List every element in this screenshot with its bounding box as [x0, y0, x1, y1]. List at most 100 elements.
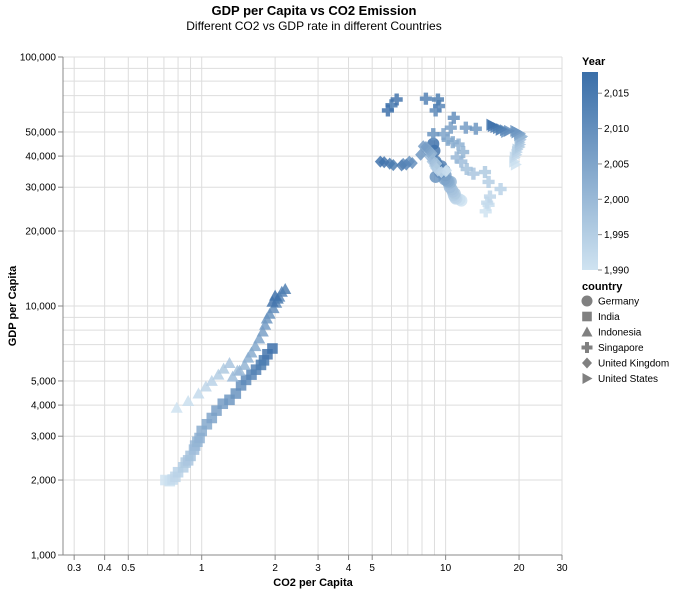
year-gradient-bar	[582, 72, 598, 270]
x-tick-label: 1	[199, 563, 205, 574]
x-tick-label: 0.5	[121, 563, 135, 574]
data-point-singapore	[450, 151, 463, 164]
x-tick-label: 30	[556, 563, 568, 574]
data-point-indonesia	[223, 357, 236, 369]
data-point-singapore	[433, 100, 446, 113]
data-point-singapore	[441, 133, 454, 146]
data-point-singapore	[429, 104, 442, 117]
data-points	[160, 92, 529, 487]
data-point-united-kingdom	[396, 159, 408, 172]
data-point-india	[217, 398, 229, 410]
data-point-singapore	[381, 104, 394, 117]
data-point-united-states	[510, 124, 522, 137]
y-tick-label: 2,000	[31, 476, 56, 487]
data-point-singapore	[431, 93, 444, 106]
data-point-indonesia	[238, 358, 251, 370]
x-tick-label: 10	[440, 563, 452, 574]
legend-label-singapore: Singapore	[598, 343, 644, 354]
legend-label-germany: Germany	[598, 297, 639, 308]
year-legend-tick-label: 2,015	[604, 89, 629, 100]
data-point-indonesia	[226, 370, 239, 382]
data-point-india	[235, 380, 247, 391]
data-point-india	[206, 412, 218, 424]
data-point-singapore	[459, 121, 472, 134]
data-point-singapore	[455, 155, 468, 168]
data-point-singapore	[483, 190, 497, 203]
legend-label-united-states: United States	[598, 374, 658, 385]
x-tick-label: 0.4	[98, 563, 112, 574]
data-point-singapore	[478, 166, 492, 179]
data-point-united-kingdom	[415, 148, 427, 161]
y-tick-label: 4,000	[31, 401, 56, 412]
y-axis-label: GDP per Capita	[7, 265, 19, 346]
data-point-indonesia	[279, 282, 292, 294]
y-tick-label: 40,000	[25, 152, 56, 163]
data-point-indonesia	[263, 307, 276, 319]
data-point-indonesia	[269, 289, 282, 301]
x-axis-ticks: 0.3 0.4 0.5 1 2 3 4 5 10 20 30	[67, 555, 568, 574]
data-point-indonesia	[259, 318, 272, 330]
data-point-singapore	[481, 196, 494, 209]
data-point-indonesia	[233, 364, 246, 376]
year-legend-title: Year	[582, 56, 606, 68]
y-tick-label: 30,000	[25, 183, 56, 194]
data-point-singapore	[390, 93, 403, 106]
data-point-india	[240, 374, 252, 386]
year-legend-tick-label: 2,000	[604, 195, 629, 206]
data-point-singapore	[494, 182, 507, 196]
year-legend-tick-label: 2,010	[604, 124, 629, 135]
data-point-indonesia	[182, 395, 195, 407]
legend-label-indonesia: Indonesia	[598, 328, 642, 339]
data-point-indonesia	[205, 374, 218, 386]
data-point-singapore	[452, 138, 465, 151]
y-tick-label: 100,000	[20, 53, 57, 64]
legend-label-united-kingdom: United Kingdom	[598, 359, 669, 370]
data-point-indonesia	[199, 380, 212, 392]
data-point-indonesia	[217, 362, 230, 374]
data-point-india	[224, 394, 235, 406]
legend-symbol-singapore	[581, 342, 593, 353]
legend-symbol-united-states	[582, 373, 593, 384]
data-point-singapore	[446, 136, 459, 149]
y-tick-label: 20,000	[25, 227, 56, 238]
y-tick-label: 5,000	[31, 376, 56, 387]
data-point-singapore	[444, 121, 457, 134]
data-point-united-kingdom	[406, 157, 418, 170]
y-tick-label: 3,000	[31, 432, 56, 443]
y-tick-label: 50,000	[25, 127, 56, 138]
x-tick-label: 2	[272, 563, 278, 574]
year-legend-tick-label: 1,995	[604, 230, 629, 241]
data-point-singapore	[437, 128, 450, 141]
x-tick-label: 5	[369, 563, 375, 574]
legend-symbol-indonesia	[581, 326, 593, 337]
data-point-singapore	[457, 146, 470, 159]
country-legend: country Germany India Indonesia Singapore Un…	[581, 281, 669, 385]
data-point-india	[185, 450, 196, 462]
legend-symbol-united-kingdom	[582, 357, 592, 369]
data-point-indonesia	[170, 401, 183, 413]
data-point-indonesia	[256, 325, 269, 337]
data-point-singapore	[479, 205, 492, 218]
year-legend: Year 2,015 2,010 2,005 2,000 1,995 1,990	[582, 56, 629, 277]
data-point-singapore	[460, 162, 473, 176]
x-tick-label: 3	[315, 563, 321, 574]
y-axis-ticks: 1,000 2,000 3,000 4,000 5,000 10,000 20,000 30,…	[20, 53, 63, 562]
data-point-indonesia	[212, 368, 225, 380]
data-point-singapore	[427, 128, 440, 141]
data-point-india	[201, 418, 213, 430]
data-point-singapore	[467, 167, 480, 180]
legend-symbol-india	[582, 311, 592, 322]
data-point-singapore	[419, 92, 432, 105]
country-legend-title: country	[582, 281, 623, 293]
x-tick-label: 0.3	[67, 563, 81, 574]
data-point-india	[267, 343, 278, 354]
legend-symbol-germany	[581, 295, 593, 307]
data-point-united-kingdom	[374, 155, 386, 168]
x-tick-label: 20	[513, 563, 525, 574]
chart-title: GDP per Capita vs CO2 Emission	[212, 3, 417, 18]
year-legend-tick-label: 1,990	[604, 266, 629, 277]
data-point-singapore	[447, 111, 460, 124]
data-point-india	[258, 355, 270, 366]
data-point-india	[194, 432, 205, 444]
